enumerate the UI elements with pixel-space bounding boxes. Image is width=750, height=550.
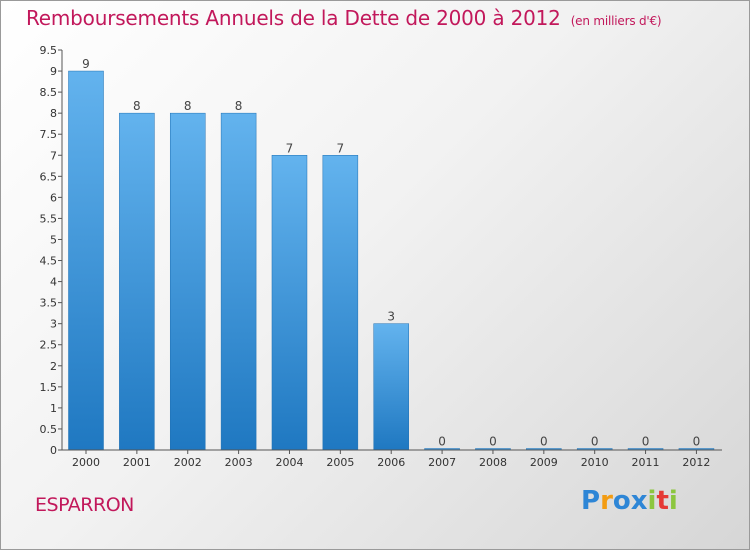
x-tick-label: 2012 — [682, 456, 710, 469]
bar-2006 — [373, 323, 409, 451]
x-axis: 2000 2001 2002 2003 2004 2005 2006 2007 2008 2009… — [62, 449, 722, 469]
x-tick-label: 2003 — [225, 456, 253, 469]
logo-letter: r — [600, 486, 613, 516]
bar-value-label: 0 — [642, 435, 650, 449]
bar-2005 — [322, 155, 359, 451]
x-tick-label: 2011 — [632, 456, 660, 469]
y-tick-label: 7.5 — [40, 128, 58, 141]
x-tick-label: 2008 — [479, 456, 507, 469]
x-tick-label: 2004 — [275, 456, 303, 469]
y-tick-label: 6 — [50, 191, 57, 204]
chart-title-text: Remboursements Annuels de la Dette de 20… — [26, 6, 561, 30]
logo-letter: t — [656, 486, 669, 516]
x-tick-label: 2006 — [377, 456, 405, 469]
x-tick-label: 2010 — [581, 456, 609, 469]
bar-value-label: 0 — [540, 435, 548, 449]
y-tick-label: 4.5 — [40, 255, 58, 268]
x-tick-label: 2007 — [428, 456, 456, 469]
bar-2004 — [271, 155, 308, 451]
bar-2000 — [68, 70, 104, 451]
bar-value-label: 3 — [387, 310, 395, 324]
y-tick-label: 5 — [50, 233, 57, 246]
bar-value-label: 0 — [438, 435, 446, 449]
bar-value-label: 8 — [133, 99, 141, 113]
y-tick-label: 3 — [50, 318, 57, 331]
bars: 9 8 8 8 7 7 3 0 0 0 0 0 0 — [68, 57, 715, 451]
y-tick-label: 2.5 — [40, 339, 58, 352]
bar-2002 — [169, 112, 206, 451]
bar-2001 — [119, 112, 155, 451]
chart-title: Remboursements Annuels de la Dette de 20… — [26, 6, 662, 30]
y-tick-label: 0 — [50, 444, 57, 457]
y-tick-label: 4 — [50, 276, 57, 289]
y-tick-label: 9.5 — [40, 44, 58, 57]
logo-letter: i — [647, 486, 657, 516]
bar-value-label: 0 — [693, 435, 701, 449]
x-tick-label: 2009 — [530, 456, 558, 469]
bar-value-label: 0 — [591, 435, 599, 449]
x-tick-label: 2001 — [123, 456, 151, 469]
y-tick-label: 0.5 — [40, 423, 58, 436]
proxiti-logo: Proxiti — [581, 486, 678, 516]
x-tick-label: 2005 — [326, 456, 354, 469]
logo-letter: i — [668, 486, 678, 516]
logo-letter: o — [612, 486, 631, 516]
y-tick-label: 8.5 — [40, 86, 58, 99]
place-name: ESPARRON — [35, 494, 134, 516]
y-tick-label: 1.5 — [40, 381, 58, 394]
y-tick-label: 9 — [50, 65, 57, 78]
y-tick-label: 1 — [50, 402, 57, 415]
y-tick-label: 3.5 — [40, 297, 58, 310]
bar-2003 — [220, 112, 257, 451]
y-tick-label: 8 — [50, 107, 57, 120]
bar-value-label: 7 — [286, 141, 294, 155]
chart-unit: (en milliers d'€) — [570, 14, 662, 28]
bar-value-label: 7 — [337, 141, 345, 155]
bar-value-label: 8 — [235, 99, 243, 113]
bar-value-label: 8 — [184, 99, 192, 113]
y-axis: 0 0.5 1 1.5 2 2.5 3 3.5 4 4.5 5 5.5 6 6.5 7 7.5 8 8.5 9 9.5 — [40, 44, 63, 457]
x-tick-label: 2000 — [72, 456, 100, 469]
bar-value-label: 9 — [82, 57, 90, 71]
y-tick-label: 2 — [50, 360, 57, 373]
y-tick-label: 5.5 — [40, 212, 58, 225]
x-tick-label: 2002 — [174, 456, 202, 469]
y-tick-label: 7 — [50, 149, 57, 162]
bar-value-label: 0 — [489, 435, 497, 449]
logo-letter: P — [581, 486, 601, 516]
logo-letter: x — [630, 486, 648, 516]
y-tick-label: 6.5 — [40, 170, 58, 183]
